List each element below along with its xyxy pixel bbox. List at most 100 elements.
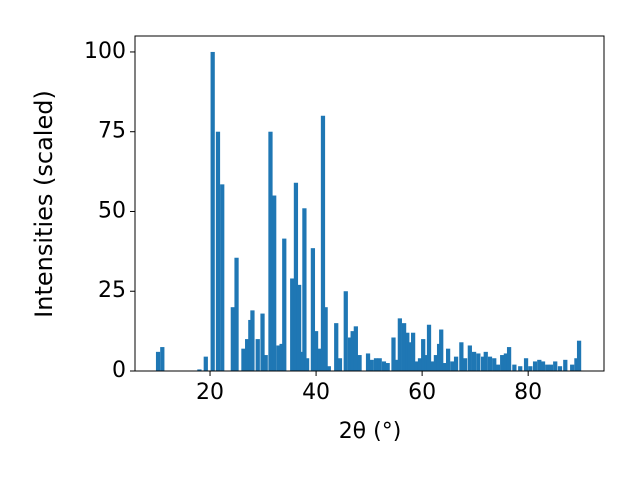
x-tick-label: 20 — [196, 380, 224, 405]
bar — [450, 361, 455, 371]
bar — [276, 345, 281, 371]
x-tick-label: 60 — [408, 380, 436, 405]
bar — [459, 342, 464, 371]
bar — [414, 361, 419, 371]
bar — [483, 351, 488, 371]
bar — [334, 323, 339, 371]
bar — [574, 358, 579, 371]
bar — [528, 366, 533, 371]
y-tick-label: 75 — [98, 119, 126, 144]
bar — [197, 369, 202, 371]
bar — [410, 332, 416, 371]
plot-frame — [134, 35, 605, 372]
bar — [326, 366, 331, 371]
bar — [365, 353, 371, 371]
bar — [553, 361, 558, 371]
bar — [263, 355, 268, 371]
bar — [421, 339, 426, 371]
bar — [467, 345, 472, 371]
bar — [296, 284, 302, 371]
bar — [405, 332, 410, 371]
bar — [570, 364, 575, 371]
bar — [492, 358, 497, 371]
bar — [343, 291, 348, 371]
bar — [230, 307, 235, 371]
bar — [537, 359, 542, 371]
bar — [401, 323, 407, 371]
bar — [442, 363, 447, 371]
bar — [385, 363, 390, 371]
bar — [445, 348, 451, 371]
y-tick-label: 100 — [84, 39, 126, 64]
bar — [260, 313, 265, 371]
bar — [545, 364, 550, 371]
bar — [503, 353, 509, 371]
bar — [353, 326, 358, 371]
bar — [290, 278, 295, 371]
bar — [282, 238, 287, 371]
bar — [241, 348, 246, 371]
bar — [518, 366, 523, 371]
bar — [250, 310, 255, 371]
bar — [391, 337, 396, 371]
bar — [557, 366, 563, 371]
bar — [304, 358, 310, 371]
bar — [487, 356, 493, 371]
bar — [548, 364, 554, 371]
bar — [255, 339, 260, 371]
bar — [471, 351, 477, 371]
y-tick-label: 25 — [98, 278, 126, 303]
bar — [320, 115, 326, 371]
bar — [313, 331, 319, 371]
bar — [245, 339, 250, 371]
bar — [394, 359, 399, 371]
bar — [293, 182, 299, 371]
bar — [563, 359, 568, 371]
bar — [317, 348, 322, 371]
bar — [203, 356, 208, 371]
bar — [155, 351, 161, 371]
bar — [462, 358, 468, 371]
x-axis-label: 2θ (°) — [339, 419, 402, 444]
bar — [417, 358, 423, 371]
bar — [220, 184, 225, 371]
bar — [234, 257, 239, 371]
bar — [369, 359, 374, 371]
bar — [480, 356, 486, 371]
bar — [433, 355, 439, 371]
bar — [337, 358, 343, 371]
bar — [453, 356, 459, 371]
bar — [426, 324, 432, 371]
bar — [310, 248, 316, 371]
bar — [279, 343, 284, 371]
bar — [576, 340, 582, 371]
bar — [302, 208, 307, 371]
bar — [540, 361, 546, 371]
bar — [439, 329, 444, 371]
bar — [215, 131, 221, 371]
bar — [476, 353, 481, 371]
x-tick-label: 80 — [514, 380, 542, 405]
bar — [373, 358, 379, 371]
bar — [495, 364, 501, 371]
bar — [523, 358, 529, 371]
bar — [160, 347, 165, 371]
bar — [347, 337, 353, 371]
bar — [268, 131, 273, 371]
bar — [381, 361, 387, 371]
bar — [397, 318, 402, 371]
bar — [532, 361, 538, 371]
bar — [424, 355, 429, 371]
bar — [512, 364, 517, 371]
y-tick-label: 50 — [98, 198, 126, 223]
bar — [506, 347, 512, 371]
bar — [377, 358, 382, 371]
bar — [357, 355, 362, 371]
bar — [210, 51, 215, 371]
y-axis-label: Intensities (scaled) — [30, 90, 58, 318]
y-tick-label: 0 — [112, 358, 126, 383]
bar — [500, 355, 505, 371]
x-tick-label: 40 — [302, 380, 330, 405]
bar — [430, 361, 435, 371]
